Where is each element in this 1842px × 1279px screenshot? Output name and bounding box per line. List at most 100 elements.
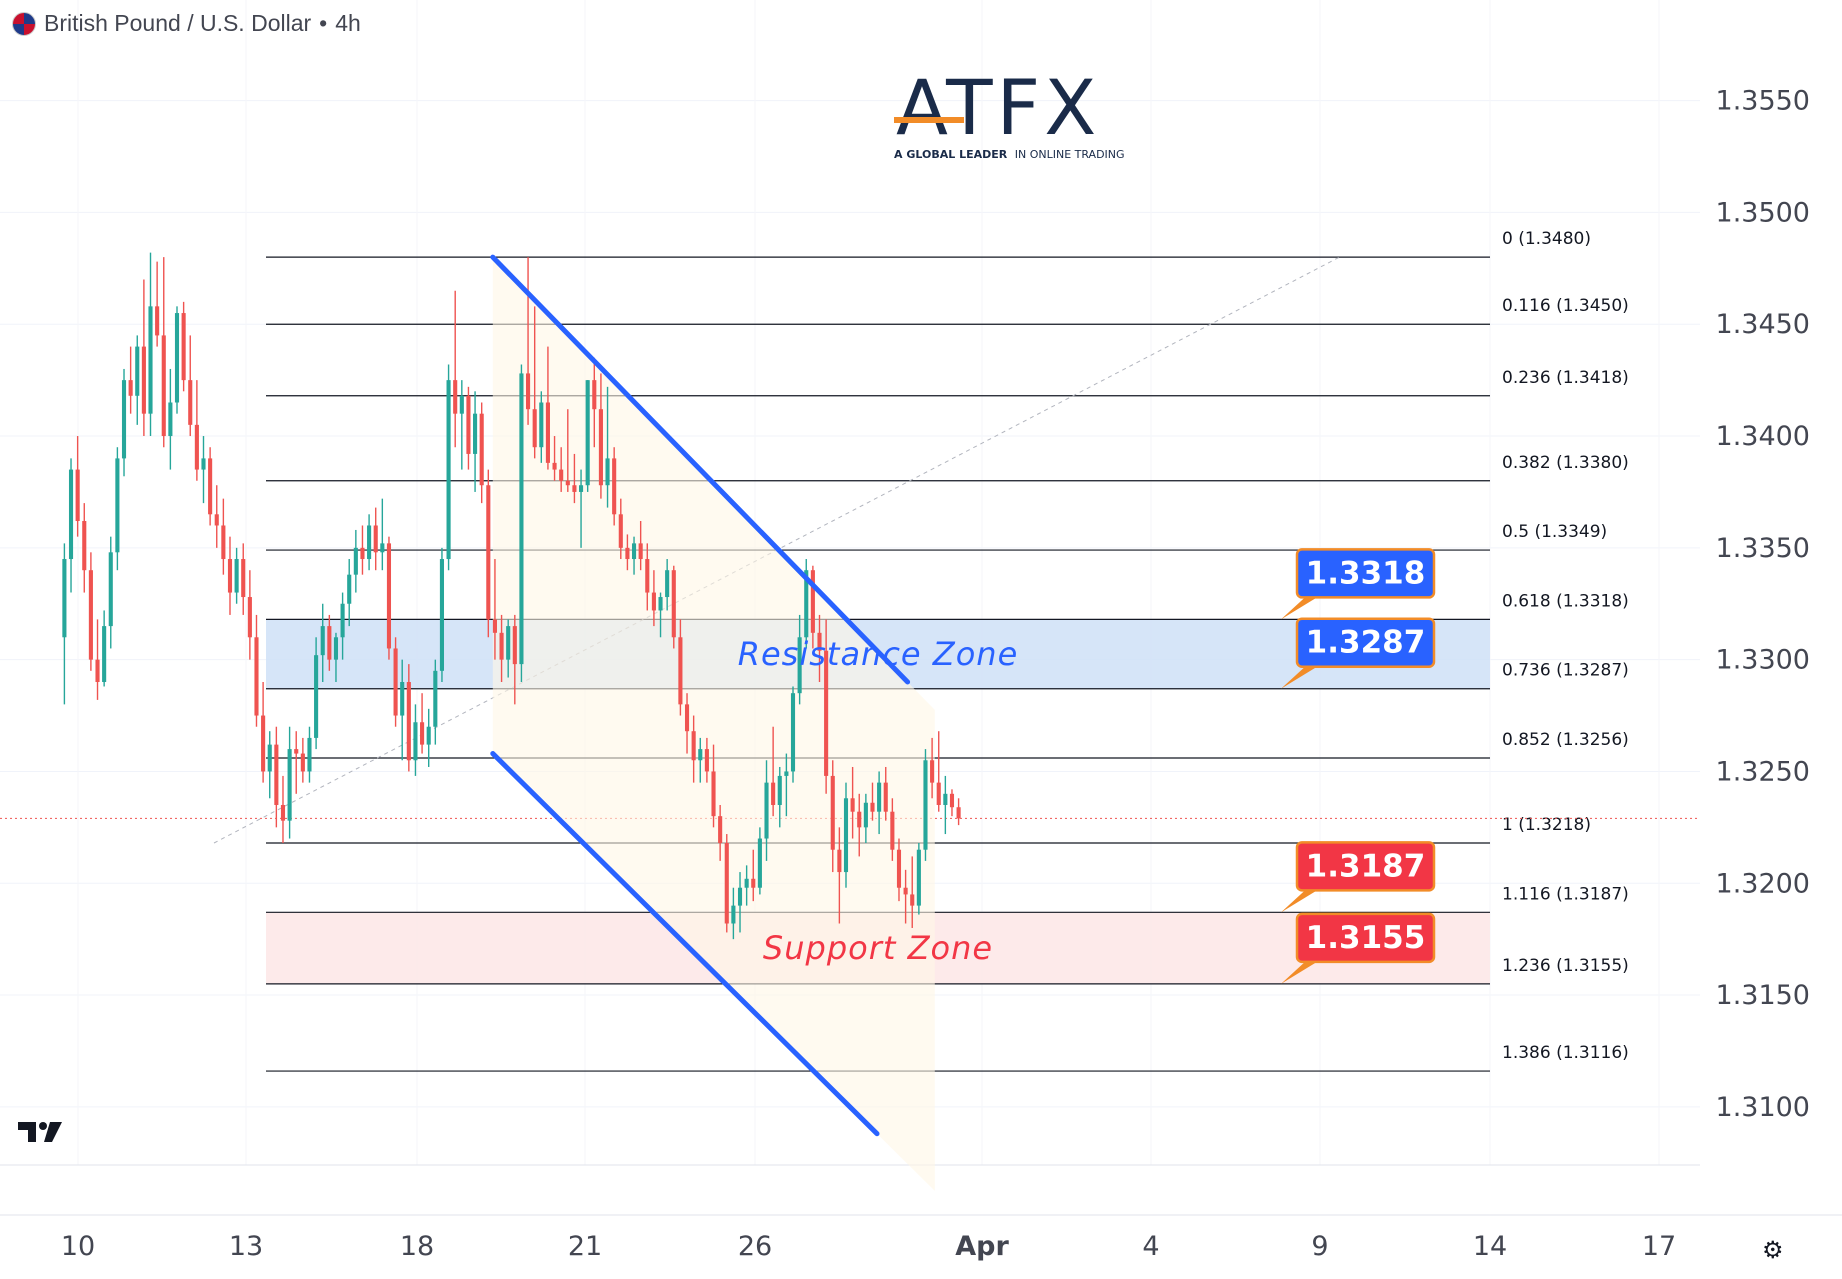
candle: [870, 782, 875, 821]
candle: [790, 686, 796, 783]
candle-body: [771, 782, 776, 805]
candle-body: [943, 793, 948, 805]
candle-body: [797, 637, 802, 694]
x-tick-label: 17: [1642, 1231, 1676, 1262]
candle-body: [810, 570, 815, 633]
channel-upper-line[interactable]: [490, 254, 911, 685]
candle: [241, 543, 246, 615]
candle-body: [499, 632, 504, 660]
candle: [850, 766, 855, 839]
candle: [479, 402, 484, 504]
price-tag-pointer: [1281, 890, 1317, 913]
y-tick-label: 1.3300: [1716, 645, 1810, 676]
candle-body: [214, 514, 219, 526]
candle: [300, 737, 305, 783]
candle-body: [254, 637, 259, 716]
fib-label: 0.116 (1.3450): [1502, 296, 1629, 316]
candle-body: [188, 380, 193, 425]
candle: [824, 619, 829, 794]
candle: [545, 346, 550, 470]
candle-body: [684, 704, 690, 732]
candle-body: [473, 413, 478, 454]
candle: [949, 789, 955, 817]
candle: [128, 346, 133, 414]
candle-body: [877, 782, 882, 812]
candle-body: [280, 804, 286, 821]
candle: [174, 306, 180, 414]
candle-body: [88, 570, 93, 660]
candle-body: [824, 650, 829, 776]
candle: [943, 775, 948, 835]
candle: [704, 737, 709, 783]
fib-label: 0.736 (1.3287): [1502, 661, 1629, 681]
candle-body: [665, 570, 670, 598]
candle: [373, 507, 378, 571]
candle-body: [618, 514, 623, 548]
symbol-header[interactable]: British Pound / U.S. Dollar • 4h: [12, 10, 361, 37]
settings-icon[interactable]: ⚙: [1762, 1236, 1784, 1264]
tradingview-logo-icon: [18, 1122, 62, 1142]
candle: [234, 547, 239, 604]
candle-body: [724, 843, 729, 924]
y-tick-label: 1.3150: [1716, 980, 1810, 1011]
y-tick-label: 1.3100: [1716, 1092, 1810, 1123]
candle: [188, 335, 193, 437]
candle: [327, 614, 332, 671]
candle-body: [486, 485, 491, 620]
x-tick-label: 21: [568, 1231, 602, 1262]
candle: [280, 775, 286, 844]
channel-fill-layer: [492, 257, 935, 1191]
candle-body: [247, 597, 252, 638]
candle-body: [208, 458, 213, 515]
y-axis[interactable]: 1.3550 1.3500 1.3450 1.3400 1.3350 1.3300 1.32…: [1716, 86, 1810, 1123]
price-tag-pointer: [1281, 666, 1317, 689]
candle-body: [353, 547, 358, 575]
candle-body: [890, 811, 895, 850]
candle-body: [141, 346, 146, 414]
candle: [102, 610, 107, 687]
candle-body: [598, 409, 603, 486]
candle: [578, 469, 584, 548]
candle-body: [638, 543, 643, 560]
candle: [863, 793, 868, 844]
candle: [718, 804, 723, 861]
channel-lower-line[interactable]: [490, 751, 880, 1137]
price-tag-pointer: [1281, 597, 1317, 620]
candle-body: [267, 744, 272, 772]
candle-body: [777, 775, 782, 805]
candle: [413, 704, 418, 776]
fib-label: 0.5 (1.3349): [1502, 522, 1607, 542]
candle-body: [605, 458, 610, 486]
candle: [340, 592, 345, 660]
candle-body: [95, 659, 100, 683]
candle-body: [406, 682, 411, 761]
candle-body: [737, 887, 743, 906]
candle-body: [784, 771, 789, 776]
fib-label: 1.116 (1.3187): [1502, 884, 1629, 904]
candle: [883, 766, 888, 821]
candle-body: [764, 782, 769, 839]
candle: [930, 737, 935, 799]
candle: [439, 547, 445, 683]
candle: [744, 865, 749, 906]
candle-body: [320, 626, 325, 656]
y-tick-label: 1.3250: [1716, 756, 1810, 787]
candle-body: [857, 811, 862, 828]
x-axis[interactable]: 10 13 18 21 26 Apr 4 9 14 17: [61, 1231, 1676, 1262]
interval-label: 4h: [335, 10, 361, 36]
candle: [400, 659, 405, 761]
candle: [108, 536, 113, 649]
channel-layer[interactable]: [490, 254, 911, 1137]
candle: [254, 614, 259, 727]
candle-body: [744, 878, 749, 888]
candle-body: [817, 632, 822, 651]
price-tag-box: [1295, 548, 1436, 599]
candle-body: [949, 793, 955, 808]
candle-body: [420, 722, 425, 745]
candle-body: [274, 744, 279, 805]
fib-label: 1 (1.3218): [1502, 815, 1591, 835]
candle: [75, 436, 80, 537]
price-tag-pointer: [1281, 961, 1317, 984]
